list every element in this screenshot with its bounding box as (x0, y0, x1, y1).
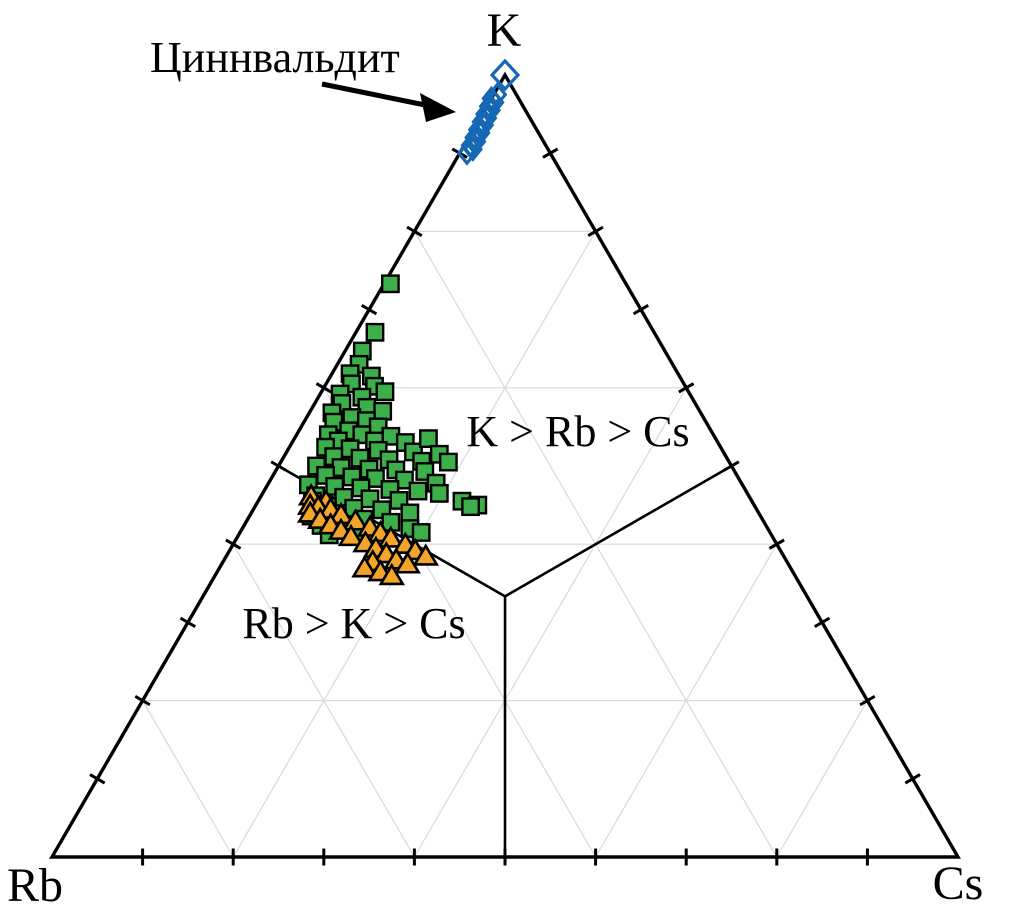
tick-mark (315, 382, 332, 394)
square-marker (408, 481, 428, 501)
tick-mark (542, 147, 559, 159)
tick-mark (270, 460, 287, 472)
tick-mark (813, 616, 831, 628)
tick-mark (225, 538, 242, 550)
tick-mark (89, 773, 106, 785)
gridline (142, 700, 234, 858)
gridline (776, 700, 868, 858)
series-Циннвальдит (456, 58, 521, 166)
square-marker (373, 401, 393, 421)
tick-mark (406, 225, 423, 237)
arrow-shaft (321, 81, 431, 109)
square-marker (400, 503, 420, 523)
diamond-marker (489, 58, 521, 92)
data-point-markers (296, 58, 521, 586)
square-marker (429, 483, 449, 503)
square-marker (375, 382, 395, 402)
tick-mark (859, 695, 876, 707)
triangle-marker (412, 543, 440, 566)
square-marker (461, 497, 480, 517)
square-marker (438, 452, 458, 472)
zinnwaldite-label: Циннвальдит (150, 33, 400, 82)
tick-mark (360, 304, 378, 316)
gridline (413, 387, 687, 858)
square-marker (419, 429, 438, 449)
tick-mark (904, 773, 921, 785)
region-label-k-rb-cs: K > Rb > Cs (466, 407, 689, 456)
triangle-marker (378, 562, 406, 586)
axis-tick-marks (89, 147, 921, 866)
triangle-marker (394, 551, 421, 574)
triangle-marker (351, 555, 378, 578)
square-marker (411, 523, 431, 542)
tick-mark (723, 460, 740, 472)
vertex-label-rb: Rb (7, 859, 63, 912)
boundary-line (504, 464, 733, 598)
tick-mark (678, 382, 695, 394)
tick-mark (134, 695, 151, 707)
region-label-rb-k-cs: Rb > K > Cs (242, 599, 465, 648)
square-marker (380, 274, 400, 294)
tick-mark (768, 538, 785, 550)
tick-mark (587, 225, 604, 237)
gridline (232, 543, 415, 858)
series-triangles-orange (296, 483, 440, 586)
annotation-arrow (321, 81, 456, 122)
triangle-marker (342, 508, 369, 531)
arrow-head (420, 93, 456, 122)
tick-mark (632, 304, 650, 316)
gridline (595, 543, 778, 858)
vertex-label-k: K (487, 4, 522, 57)
diamond-marker (456, 140, 477, 166)
tick-mark (179, 616, 197, 628)
triangle-marker (377, 525, 405, 548)
square-marker (365, 322, 385, 342)
vertex-label-cs: Cs (933, 857, 984, 910)
triangle-marker (337, 523, 365, 547)
